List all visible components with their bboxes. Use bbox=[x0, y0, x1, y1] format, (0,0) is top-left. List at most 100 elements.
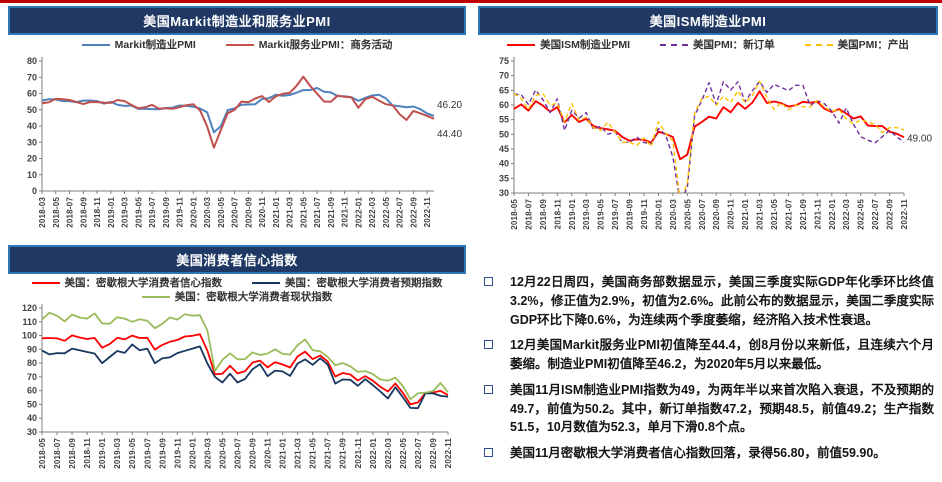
y-tick-label: 60 bbox=[27, 89, 37, 99]
series-end-value-label: 44.40 bbox=[437, 129, 462, 140]
x-tick-label: 2022-11 bbox=[444, 438, 453, 469]
x-tick-label: 2022-11 bbox=[423, 197, 432, 228]
series-line bbox=[41, 333, 449, 406]
x-tick-label: 2021-05 bbox=[309, 438, 318, 469]
y-tick-label: 80 bbox=[27, 56, 37, 66]
x-tick-label: 2021-07 bbox=[313, 197, 322, 228]
x-tick-label: 2019-09 bbox=[626, 199, 635, 230]
x-tick-label: 2020-03 bbox=[669, 199, 678, 230]
x-tick-label: 2022-03 bbox=[368, 197, 377, 228]
markit-pmi-chart: 0 10 20 30 40 50 60 70 80 2018-03 2018-05 2018-07 20… bbox=[27, 56, 462, 228]
y-tick-label: 10 bbox=[27, 170, 37, 180]
legend-label: 美国：密歇根大学消费者预期指数 bbox=[285, 277, 443, 289]
y-tick-label: 50 bbox=[499, 129, 509, 139]
y-tick-label: 65 bbox=[499, 85, 509, 95]
top-accent-line bbox=[0, 0, 942, 3]
x-tick-label: 2020-09 bbox=[249, 438, 258, 469]
x-tick-label: 2019-11 bbox=[173, 438, 182, 469]
list-item: 美国11月ISM制造业PMI指数为49，为两年半以来首次陷入衰退，不及预期的49… bbox=[484, 381, 934, 437]
x-tick-label: 2021-01 bbox=[279, 438, 288, 469]
series-line bbox=[41, 343, 449, 410]
legend-line-swatch bbox=[225, 44, 254, 46]
y-tick-label: 110 bbox=[22, 317, 37, 327]
consumer-chart-legend: 美国：密歇根大学消费者信心指数 美国：密歇根大学消费者预期指数 美国：密歇根大学消费… bbox=[8, 274, 466, 304]
x-tick-label: 2021-01 bbox=[272, 197, 281, 228]
series-line bbox=[513, 90, 905, 161]
series-end-value-label: 46.20 bbox=[437, 100, 462, 111]
x-tick-label: 2022-11 bbox=[900, 199, 909, 230]
x-tick-label: 2019-09 bbox=[158, 438, 167, 469]
x-tick-label: 2018-11 bbox=[93, 197, 102, 228]
legend-label: 美国：密歇根大学消费者信心指数 bbox=[64, 277, 223, 289]
left-column: 美国Markit制造业和服务业PMI Markit制造业PMI Markit服务业… bbox=[8, 6, 466, 482]
x-tick-label: 2019-05 bbox=[597, 199, 606, 230]
x-tick-label: 2018-09 bbox=[79, 197, 88, 228]
y-tick-label: 70 bbox=[27, 72, 37, 82]
y-tick-label: 35 bbox=[499, 173, 509, 183]
x-tick-label: 2022-05 bbox=[399, 438, 408, 469]
legend-item: 美国ISM制造业PMI bbox=[507, 38, 630, 52]
consumer-confidence-chart: 30 40 50 60 70 80 90 100 110 120 2018-05 2018-07 201… bbox=[22, 304, 453, 469]
y-tick-label: 45 bbox=[499, 144, 509, 154]
x-tick-label: 2021-05 bbox=[770, 199, 779, 230]
x-tick-label: 2020-01 bbox=[188, 438, 197, 469]
x-tick-label: 2021-01 bbox=[741, 199, 750, 230]
x-tick-label: 2022-09 bbox=[429, 438, 438, 469]
legend-line-swatch bbox=[252, 282, 280, 284]
series-line bbox=[41, 87, 435, 134]
legend-item: Markit服务业PMI：商务活动 bbox=[225, 38, 392, 52]
y-tick-label: 60 bbox=[27, 386, 37, 396]
x-tick-label: 2018-11 bbox=[553, 199, 562, 230]
x-tick-label: 2020-09 bbox=[712, 199, 721, 230]
x-tick-label: 2019-03 bbox=[582, 199, 591, 230]
notes-list: 12月22日周四，美国商务部数据显示，美国三季度实际GDP年化季环比终值3.2%… bbox=[478, 273, 938, 463]
y-tick-label: 60 bbox=[499, 100, 509, 110]
legend-item: Markit制造业PMI bbox=[81, 38, 196, 52]
y-tick-label: 40 bbox=[499, 159, 509, 169]
x-tick-label: 2021-03 bbox=[756, 199, 765, 230]
legend-line-swatch bbox=[81, 44, 110, 46]
x-tick-label: 2018-09 bbox=[68, 438, 77, 469]
x-tick-label: 2018-07 bbox=[53, 438, 62, 469]
x-tick-label: 2018-09 bbox=[539, 199, 548, 230]
y-tick-label: 40 bbox=[27, 121, 37, 131]
x-tick-label: 2019-03 bbox=[121, 197, 130, 228]
x-tick-label: 2021-05 bbox=[299, 197, 308, 228]
x-tick-label: 2019-09 bbox=[162, 197, 171, 228]
series-line bbox=[41, 75, 435, 149]
ism-chart-legend: 美国ISM制造业PMI 美国PMI：新订单 美国PMI：产出 bbox=[478, 35, 938, 53]
x-tick-label: 2019-01 bbox=[107, 197, 116, 228]
x-tick-label: 2019-03 bbox=[113, 438, 122, 469]
legend-item: 美国PMI：产出 bbox=[804, 38, 909, 52]
x-tick-label: 2022-09 bbox=[886, 199, 895, 230]
x-tick-label: 2018-05 bbox=[38, 438, 47, 469]
x-tick-label: 2021-07 bbox=[784, 199, 793, 230]
x-tick-label: 2018-07 bbox=[66, 197, 75, 228]
legend-item: 美国PMI：新订单 bbox=[660, 38, 775, 52]
square-bullet-icon bbox=[484, 384, 493, 394]
note-text: 美国11月密歇根大学消费者信心指数回落，录得56.80，前值59.90。 bbox=[510, 446, 886, 460]
ism-pmi-chart-panel: 美国ISM制造业PMI 美国ISM制造业PMI 美国PMI：新订单 美国PMI：产出… bbox=[478, 6, 938, 243]
x-tick-label: 2021-11 bbox=[813, 199, 822, 230]
note-text: 12月美国Markit服务业PMI初值降至44.4，创8月份以来新低，且连续六个… bbox=[510, 338, 934, 371]
ism-pmi-chart: 30 35 40 45 50 55 60 65 70 75 2018-05 2018-07 2018-0… bbox=[499, 56, 932, 230]
list-item: 12月22日周四，美国商务部数据显示，美国三季度实际GDP年化季环比终值3.2%… bbox=[484, 273, 934, 329]
x-tick-label: 2022-05 bbox=[382, 197, 391, 228]
consumer-chart-title: 美国消费者信心指数 bbox=[8, 245, 466, 274]
y-tick-label: 50 bbox=[27, 105, 37, 115]
x-tick-label: 2020-05 bbox=[218, 438, 227, 469]
note-text: 12月22日周四，美国商务部数据显示，美国三季度实际GDP年化季环比终值3.2%… bbox=[510, 275, 934, 327]
x-tick-label: 2022-01 bbox=[828, 199, 837, 230]
x-tick-label: 2022-09 bbox=[409, 197, 418, 228]
x-tick-label: 2019-05 bbox=[128, 438, 137, 469]
x-tick-label: 2021-09 bbox=[339, 438, 348, 469]
series-line bbox=[41, 311, 449, 401]
y-tick-label: 120 bbox=[22, 304, 37, 313]
legend-line-swatch bbox=[141, 296, 170, 298]
series-end-value-label: 49.00 bbox=[907, 133, 932, 144]
legend-label: Markit制造业PMI bbox=[114, 39, 196, 51]
x-tick-label: 2018-07 bbox=[524, 199, 533, 230]
x-tick-label: 2020-11 bbox=[727, 199, 736, 230]
y-tick-label: 30 bbox=[27, 137, 37, 147]
x-tick-label: 2019-07 bbox=[143, 438, 152, 469]
